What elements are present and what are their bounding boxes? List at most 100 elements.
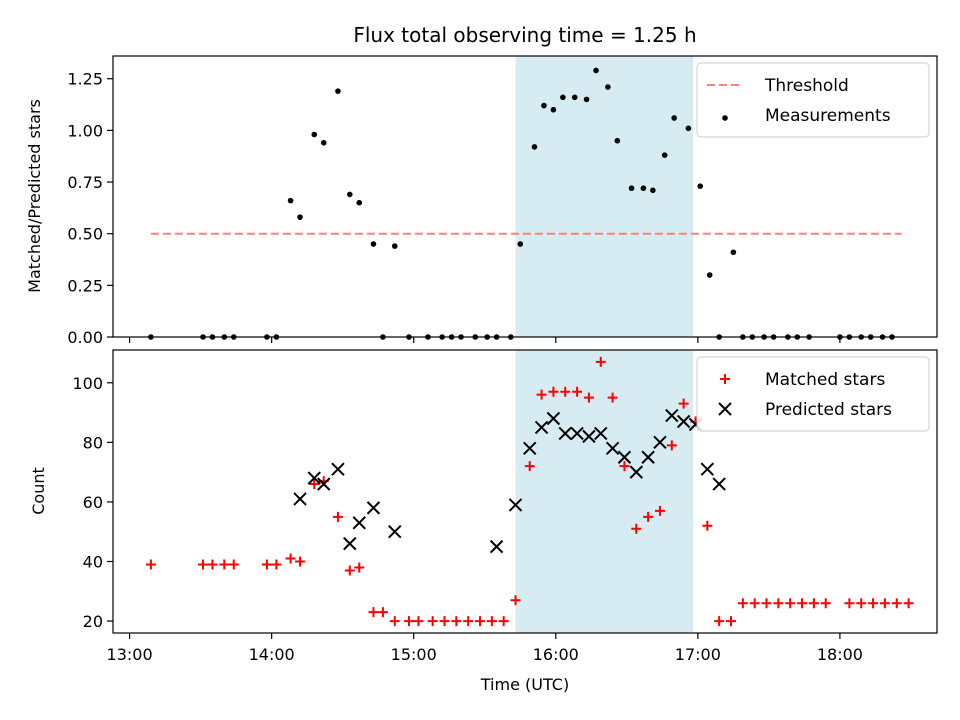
legend-entry-label: Matched stars <box>765 370 885 390</box>
matched-star-point <box>868 598 879 609</box>
matched-star-point <box>820 598 831 609</box>
matched-star-point <box>536 389 547 400</box>
predicted-star-point <box>629 465 643 479</box>
matched-star-point <box>439 616 450 627</box>
matched-star-point <box>389 616 400 627</box>
predicted-star-point <box>343 536 357 551</box>
matched-star-point <box>403 616 414 627</box>
y-tick-label: 1.25 <box>67 70 103 89</box>
legend-matched-swatch <box>720 374 730 384</box>
matched-star-point <box>475 616 486 627</box>
predicted-star-point <box>523 441 537 456</box>
legend-measurement-swatch <box>722 115 728 121</box>
matched-star-point <box>271 559 282 570</box>
predicted-star-point <box>617 450 632 464</box>
measurement-point <box>391 243 398 249</box>
matched-star-point <box>903 598 914 609</box>
matched-star-point <box>510 595 521 606</box>
matched-star-point <box>219 559 230 570</box>
matched-star-point <box>583 392 594 403</box>
highlight-band <box>515 56 694 337</box>
matched-star-point <box>524 461 535 472</box>
matched-star-point <box>145 559 156 570</box>
matched-star-point <box>643 511 654 522</box>
y-tick-label: 0.00 <box>67 328 103 347</box>
predicted-star-point <box>293 492 307 506</box>
measurement-point <box>593 67 599 74</box>
axes-frame <box>112 349 938 634</box>
measurement-point <box>517 241 524 247</box>
measurement-point <box>550 106 557 113</box>
measurement-point <box>370 241 377 247</box>
predicted-star-point <box>331 462 345 476</box>
matched-star-point <box>295 556 306 567</box>
matched-star-point <box>844 598 855 609</box>
matched-star-point <box>879 598 890 609</box>
matched-star-point <box>654 505 665 516</box>
predicted-star-point <box>594 426 608 441</box>
legend-box <box>696 62 930 138</box>
matched-star-point <box>714 616 725 627</box>
measurement-point <box>605 84 611 90</box>
legend-predicted-swatch <box>718 402 732 416</box>
x-tick-label: 14:00 <box>249 645 295 664</box>
measurement-point <box>583 96 590 103</box>
matched-star-point <box>797 598 808 609</box>
top-panel: 0.00 0.25 0.50 0.75 1.00 1.25 Matched/Predicte… <box>25 55 938 347</box>
x-tick-label: 13:00 <box>107 645 153 664</box>
matched-star-point <box>368 607 379 618</box>
measurement-point <box>311 131 318 138</box>
matched-star-point <box>354 562 365 573</box>
matched-star-point <box>726 616 736 627</box>
measurement-point <box>335 88 341 94</box>
y-tick-label: 0.50 <box>67 225 103 244</box>
predicted-star-point <box>700 462 715 476</box>
predicted-star-point <box>534 420 549 435</box>
measurement-point <box>346 191 353 198</box>
predicted-star-point <box>352 516 366 530</box>
measurement-point <box>640 185 647 192</box>
predicted-star-point <box>307 471 321 485</box>
matched-star-point <box>285 553 296 564</box>
measurement-point <box>697 183 704 189</box>
matched-star-point <box>413 616 424 627</box>
matched-star-point <box>702 520 713 531</box>
matched-star-point <box>595 356 606 367</box>
matched-star-point <box>344 565 355 576</box>
x-axis-label: Time (UTC) <box>480 675 569 694</box>
y-tick-label: 60 <box>83 493 103 512</box>
matched-star-point <box>486 616 497 627</box>
y-tick-label: 20 <box>83 612 103 631</box>
matched-star-point <box>607 392 618 403</box>
predicted-star-point <box>712 477 726 491</box>
measurement-point <box>356 199 363 206</box>
measurement-point <box>614 137 621 144</box>
predicted-star-point <box>388 525 402 539</box>
matched-star-point <box>773 598 784 609</box>
matched-star-point <box>678 398 689 409</box>
y-tick-label: 40 <box>83 553 103 572</box>
measurement-point <box>541 102 547 109</box>
matched-star-point <box>197 559 208 570</box>
predicted-star-point <box>489 539 504 554</box>
matched-star-point <box>808 598 819 609</box>
legend-box <box>696 356 930 432</box>
matched-star-point <box>309 479 320 490</box>
predicted-star-point <box>605 441 620 456</box>
matched-star-point <box>572 386 583 397</box>
legend-entry-label: Threshold <box>764 76 849 96</box>
predicted-star-point <box>676 414 691 429</box>
measurement-point <box>671 115 677 121</box>
matched-star-point <box>463 616 474 627</box>
predicted-star-point <box>665 408 679 423</box>
y-tick-label: 0.75 <box>67 173 103 192</box>
predicted-star-point <box>570 426 584 441</box>
matched-star-point <box>207 559 218 570</box>
matched-star-point <box>261 559 272 570</box>
measurement-point <box>628 185 635 192</box>
y-tick-label: 80 <box>83 433 103 452</box>
measurement-point <box>571 94 578 101</box>
measurement-point <box>685 125 692 132</box>
x-tick-label: 18:00 <box>817 645 863 664</box>
